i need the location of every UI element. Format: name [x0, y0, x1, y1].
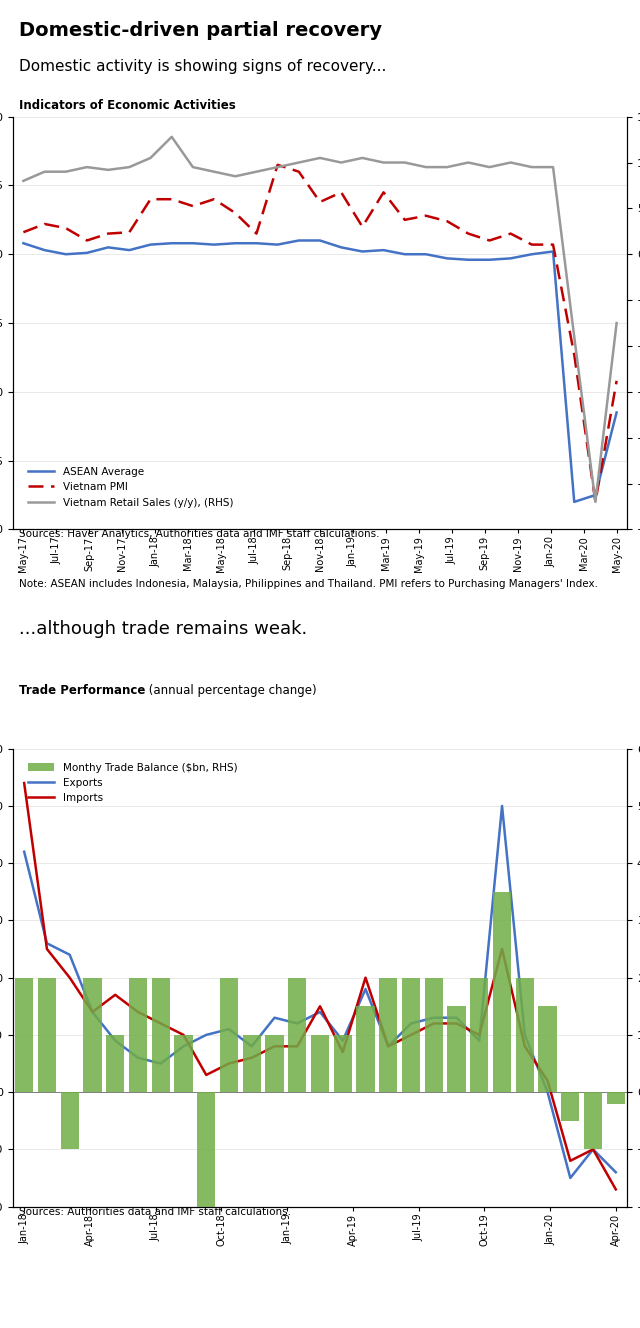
Bar	[152, 977, 170, 1092]
Legend: Monthy Trade Balance ($bn, RHS), Exports, Imports: Monthy Trade Balance ($bn, RHS), Exports…	[24, 758, 241, 807]
Text: INTERNATIONAL MONETARY FUND: INTERNATIONAL MONETARY FUND	[188, 1299, 452, 1313]
Bar	[538, 1007, 557, 1092]
Bar	[220, 977, 238, 1092]
Bar	[38, 977, 56, 1092]
Text: ...although trade remains weak.: ...although trade remains weak.	[19, 620, 307, 637]
Bar	[379, 977, 397, 1092]
Text: Note: ASEAN includes Indonesia, Malaysia, Philippines and Thailand. PMI refers t: Note: ASEAN includes Indonesia, Malaysia…	[19, 579, 598, 590]
Bar	[561, 1092, 579, 1121]
Bar	[243, 1035, 261, 1092]
Bar	[129, 977, 147, 1092]
Bar	[425, 977, 443, 1092]
Bar	[266, 1035, 284, 1092]
Text: (annual percentage change): (annual percentage change)	[145, 684, 317, 697]
Bar	[470, 977, 488, 1092]
Bar	[83, 977, 102, 1092]
Bar	[15, 977, 33, 1092]
Text: Trade Performance: Trade Performance	[19, 684, 145, 697]
Text: Domestic activity is showing signs of recovery...: Domestic activity is showing signs of re…	[19, 58, 387, 73]
Bar	[197, 1092, 215, 1207]
Bar	[447, 1007, 466, 1092]
Bar	[174, 1035, 193, 1092]
Bar	[493, 892, 511, 1092]
Text: Domestic-driven partial recovery: Domestic-driven partial recovery	[19, 21, 382, 40]
Bar	[607, 1092, 625, 1104]
Text: Indicators of Economic Activities: Indicators of Economic Activities	[19, 100, 236, 113]
Bar	[61, 1092, 79, 1149]
Bar	[584, 1092, 602, 1149]
Bar	[402, 977, 420, 1092]
Bar	[333, 1035, 352, 1092]
Bar	[356, 1007, 374, 1092]
Bar	[311, 1035, 329, 1092]
Bar	[288, 977, 307, 1092]
Bar	[106, 1035, 124, 1092]
Bar	[516, 977, 534, 1092]
Legend: ASEAN Average, Vietnam PMI, Vietnam Retail Sales (y/y), (RHS): ASEAN Average, Vietnam PMI, Vietnam Reta…	[24, 462, 237, 511]
Text: Sources: Authorities data and IMF staff calculations.: Sources: Authorities data and IMF staff …	[19, 1207, 291, 1216]
Text: Sources: Haver Analytics, Authorities data and IMF staff calculations.: Sources: Haver Analytics, Authorities da…	[19, 530, 380, 539]
